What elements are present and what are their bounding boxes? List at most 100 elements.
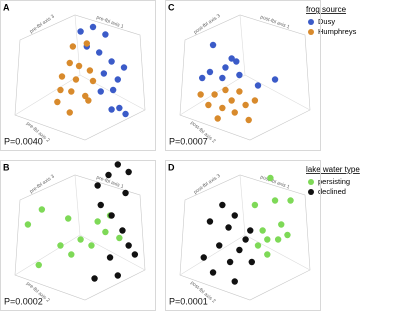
data-point xyxy=(245,116,252,124)
data-point xyxy=(114,272,122,279)
axis-label: pre-fbl axis 3 xyxy=(29,173,56,194)
data-point xyxy=(259,227,266,234)
box-edge xyxy=(179,234,246,276)
panel-frame xyxy=(0,0,156,151)
data-point xyxy=(236,71,243,79)
legend-label: declined xyxy=(318,187,346,196)
data-point xyxy=(209,41,217,49)
data-point xyxy=(200,254,207,261)
data-point xyxy=(226,258,234,266)
data-point xyxy=(271,197,279,204)
legend-title: frog source xyxy=(306,5,347,14)
data-point xyxy=(228,55,235,62)
data-point xyxy=(106,254,114,261)
data-point xyxy=(89,23,97,31)
data-point xyxy=(122,189,129,197)
data-point xyxy=(219,201,226,209)
data-point xyxy=(120,64,128,71)
data-point xyxy=(105,171,112,179)
data-point xyxy=(85,97,92,104)
data-point xyxy=(102,31,109,38)
data-point xyxy=(209,269,217,276)
data-point xyxy=(83,40,91,47)
data-point xyxy=(125,242,132,249)
data-point xyxy=(231,212,238,219)
data-point xyxy=(206,68,214,76)
data-point xyxy=(24,221,32,228)
data-point xyxy=(116,234,123,242)
legend-title: lake water type xyxy=(306,165,360,174)
box-edge xyxy=(244,234,311,271)
data-point xyxy=(254,82,262,89)
data-point xyxy=(197,91,204,98)
data-point xyxy=(57,86,64,94)
data-point xyxy=(102,228,109,236)
data-point xyxy=(284,231,291,239)
data-point xyxy=(122,110,129,118)
box-edge xyxy=(244,74,311,111)
p-value: P=0.0002 xyxy=(4,296,43,306)
data-point xyxy=(75,62,83,70)
data-point xyxy=(264,236,271,243)
data-point xyxy=(89,77,97,85)
p-value: P=0.0040 xyxy=(4,136,43,146)
data-point xyxy=(100,70,108,77)
box-edge xyxy=(239,14,246,76)
data-point xyxy=(68,88,75,95)
data-point xyxy=(116,104,123,112)
data-point xyxy=(211,91,218,98)
data-point xyxy=(242,236,249,243)
data-point xyxy=(199,74,206,82)
data-point xyxy=(278,221,285,228)
data-point xyxy=(236,88,243,95)
data-point xyxy=(205,101,212,109)
data-point xyxy=(131,251,139,258)
panel-letter: B xyxy=(3,162,10,172)
panel-frame xyxy=(165,0,321,151)
data-point xyxy=(228,97,235,104)
data-point xyxy=(88,242,95,249)
data-point xyxy=(242,101,249,109)
data-point xyxy=(77,236,84,243)
data-point xyxy=(66,59,73,67)
data-point xyxy=(66,109,73,116)
data-point xyxy=(94,218,101,225)
data-point xyxy=(231,278,238,285)
data-point xyxy=(236,246,243,254)
panel-letter: A xyxy=(3,2,10,12)
axis-label: pre-fbl axis 3 xyxy=(29,13,56,34)
legend-swatch xyxy=(308,19,314,25)
legend-label: persisting xyxy=(318,177,350,186)
box-edge xyxy=(239,174,246,236)
panel-frame xyxy=(165,160,321,311)
data-point xyxy=(248,258,255,266)
data-point xyxy=(222,86,229,94)
data-point xyxy=(251,97,259,104)
data-point xyxy=(54,98,61,106)
data-point xyxy=(219,74,226,82)
panel-letter: C xyxy=(168,2,175,12)
p-value: P=0.0001 xyxy=(169,296,208,306)
data-point xyxy=(271,76,279,83)
data-point xyxy=(125,168,132,176)
data-point xyxy=(214,115,221,122)
data-point xyxy=(77,28,84,35)
p-value: P=0.0007 xyxy=(169,136,208,146)
box-edge xyxy=(79,234,146,271)
panel-letter: D xyxy=(168,162,175,172)
data-point xyxy=(96,49,103,56)
data-point xyxy=(108,212,115,219)
data-point xyxy=(109,86,117,94)
axis-label: post-fbl axis 3 xyxy=(193,13,222,36)
data-point xyxy=(94,182,101,189)
data-point xyxy=(72,76,80,83)
data-point xyxy=(267,174,274,182)
legend-label: Dusy xyxy=(318,17,335,26)
box-edge xyxy=(14,74,81,116)
data-point xyxy=(119,227,126,234)
data-point xyxy=(58,73,66,80)
data-point xyxy=(69,43,77,50)
box-edge xyxy=(14,234,81,276)
data-point xyxy=(114,76,122,83)
